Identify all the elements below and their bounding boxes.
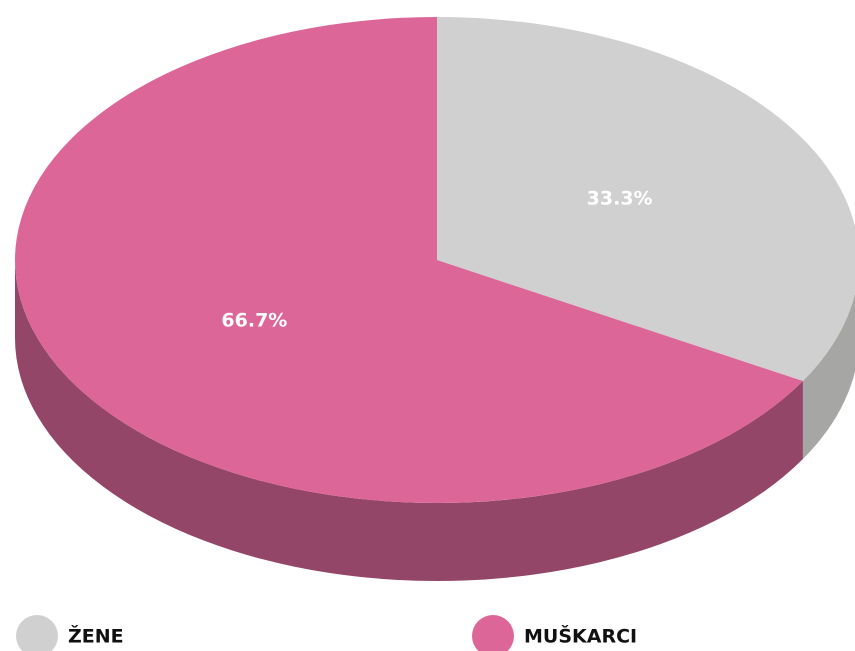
slice-label: 66.7%	[221, 309, 287, 331]
slice-side	[15, 260, 803, 581]
slice-label: 33.3%	[587, 188, 653, 210]
slice-side	[802, 293, 855, 460]
slice	[437, 17, 855, 382]
legend-swatch	[16, 615, 58, 651]
slice	[15, 17, 803, 503]
legend-label: MUŠKARCI	[524, 624, 637, 648]
legend-label: ŽENE	[68, 625, 124, 648]
legend-swatch	[472, 615, 514, 651]
